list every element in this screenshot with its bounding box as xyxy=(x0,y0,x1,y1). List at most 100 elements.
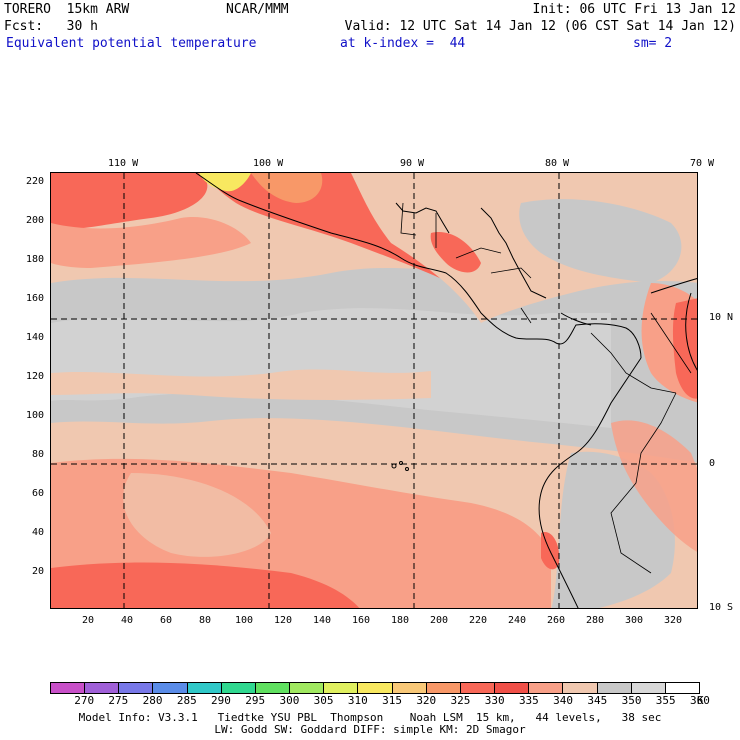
color-legend-swatch xyxy=(460,683,496,693)
field-red-colombia xyxy=(672,298,697,399)
lon-label-100w: 100 W xyxy=(253,158,284,169)
field-yellow-patch xyxy=(199,173,251,192)
smoothing-label: sm= 2 xyxy=(633,36,673,51)
lon-label-80w: 80 W xyxy=(545,158,570,169)
color-legend-swatch xyxy=(290,683,325,693)
init-time: Init: 06 UTC Fri 13 Jan 12 xyxy=(532,2,737,17)
field-orange-patch xyxy=(251,173,323,203)
color-legend-swatch xyxy=(51,683,86,693)
color-legend-swatch xyxy=(153,683,188,693)
color-legend-label: 305 xyxy=(313,694,334,707)
map-panel xyxy=(50,172,698,609)
color-legend-swatch xyxy=(392,683,427,693)
lat-label-0: 0 xyxy=(709,458,716,469)
field-peach-patch xyxy=(123,473,271,557)
color-legend-label: 340 xyxy=(553,694,574,707)
color-legend-label: 360 xyxy=(690,694,710,707)
field-caribbean-grey xyxy=(519,199,682,283)
color-legend-swatch xyxy=(495,683,530,693)
coast-caribbean-south xyxy=(650,278,697,294)
coast-venezuela xyxy=(685,292,697,371)
y-tick: 100 xyxy=(26,410,45,421)
color-legend-label: 280 xyxy=(142,694,163,707)
border-colombia-ecuador xyxy=(590,332,677,394)
galapagos-island xyxy=(405,467,409,471)
x-tick: 20 xyxy=(82,615,95,626)
border-colombia-venezuela xyxy=(650,312,692,374)
theta-e-field xyxy=(51,173,697,608)
color-legend-label: 355 xyxy=(655,694,676,707)
lon-label-90w: 90 W xyxy=(400,158,425,169)
field-red-northwest xyxy=(51,173,208,230)
valid-time: Valid: 12 UTC Sat 14 Jan 12 (06 CST Sat … xyxy=(344,19,736,34)
y-tick: 80 xyxy=(32,449,45,460)
x-tick: 100 xyxy=(235,615,254,626)
color-legend-label: 350 xyxy=(621,694,642,707)
field-red-mexico-coast xyxy=(201,173,482,289)
x-tick: 40 xyxy=(121,615,134,626)
border-nicaragua xyxy=(490,267,532,279)
field-name: Equivalent potential temperature xyxy=(6,36,257,51)
coast-yucatan xyxy=(395,202,450,234)
color-legend-label: 315 xyxy=(382,694,402,707)
y-tick: 140 xyxy=(26,332,45,343)
field-salmon-northwest xyxy=(51,217,251,268)
field-salmon-amazon xyxy=(611,420,697,552)
color-legend-swatch xyxy=(631,683,666,693)
y-tick: 180 xyxy=(26,254,45,265)
borders xyxy=(400,202,692,574)
color-legend-swatch xyxy=(255,683,291,693)
x-tick: 180 xyxy=(391,615,410,626)
color-legend-label: 300 xyxy=(279,694,300,707)
y-tick: 120 xyxy=(26,371,45,382)
border-peru-brazil xyxy=(610,392,677,574)
x-tick: 200 xyxy=(430,615,449,626)
graticule xyxy=(51,173,697,608)
border-costa-rica xyxy=(520,307,532,324)
color-legend-swatch xyxy=(597,683,632,693)
level-label: at k-index = 44 xyxy=(340,36,466,51)
lat-label-10s: 10 S xyxy=(709,602,734,613)
lat-label-10n: 10 N xyxy=(709,312,734,323)
color-legend-label: 270 xyxy=(74,694,95,707)
x-tick: 60 xyxy=(160,615,173,626)
coast-south-america-west xyxy=(538,357,642,608)
model-info-line2: LW: Godd SW: Goddard DIFF: simple KM: 2D… xyxy=(214,723,526,736)
color-legend-swatch xyxy=(221,683,256,693)
field-peach-band xyxy=(51,369,431,400)
color-legend-swatch xyxy=(324,683,359,693)
color-legend-swatch xyxy=(85,683,120,693)
y-tick: 160 xyxy=(26,293,45,304)
color-legend-swatch xyxy=(358,683,393,693)
y-tick: 40 xyxy=(32,527,45,538)
color-legend-bar xyxy=(50,682,700,694)
x-tick: 140 xyxy=(313,615,332,626)
x-tick: 160 xyxy=(352,615,371,626)
model-info-line1: Model Info: V3.3.1 Tiedtke YSU PBL Thomp… xyxy=(78,711,662,724)
color-legend-label: 310 xyxy=(347,694,368,707)
color-legend-label: 320 xyxy=(416,694,437,707)
lon-label-70w: 70 W xyxy=(690,158,715,169)
color-legend-label: 330 xyxy=(484,694,505,707)
y-tick: 60 xyxy=(32,488,45,499)
coast-honduras xyxy=(480,207,547,299)
color-legend-label: 345 xyxy=(587,694,608,707)
x-tick: 300 xyxy=(625,615,644,626)
color-legend-swatch xyxy=(665,683,699,693)
x-tick: 280 xyxy=(586,615,605,626)
color-legend-swatch xyxy=(529,683,564,693)
field-light-grey-band xyxy=(51,308,611,428)
forecast-hour: Fcst: 30 h xyxy=(4,19,98,34)
lon-label-110w: 110 W xyxy=(108,158,139,169)
color-legend-swatch xyxy=(426,683,461,693)
x-tick: 120 xyxy=(274,615,293,626)
x-tick: 220 xyxy=(469,615,488,626)
x-tick: 320 xyxy=(664,615,683,626)
x-tick: 80 xyxy=(199,615,212,626)
color-legend-swatch xyxy=(187,683,222,693)
model-name: TORERO 15km ARW xyxy=(4,2,130,17)
color-legend-swatch xyxy=(563,683,598,693)
x-tick: 240 xyxy=(508,615,527,626)
color-legend-label: 290 xyxy=(211,694,231,707)
x-tick: 260 xyxy=(547,615,566,626)
